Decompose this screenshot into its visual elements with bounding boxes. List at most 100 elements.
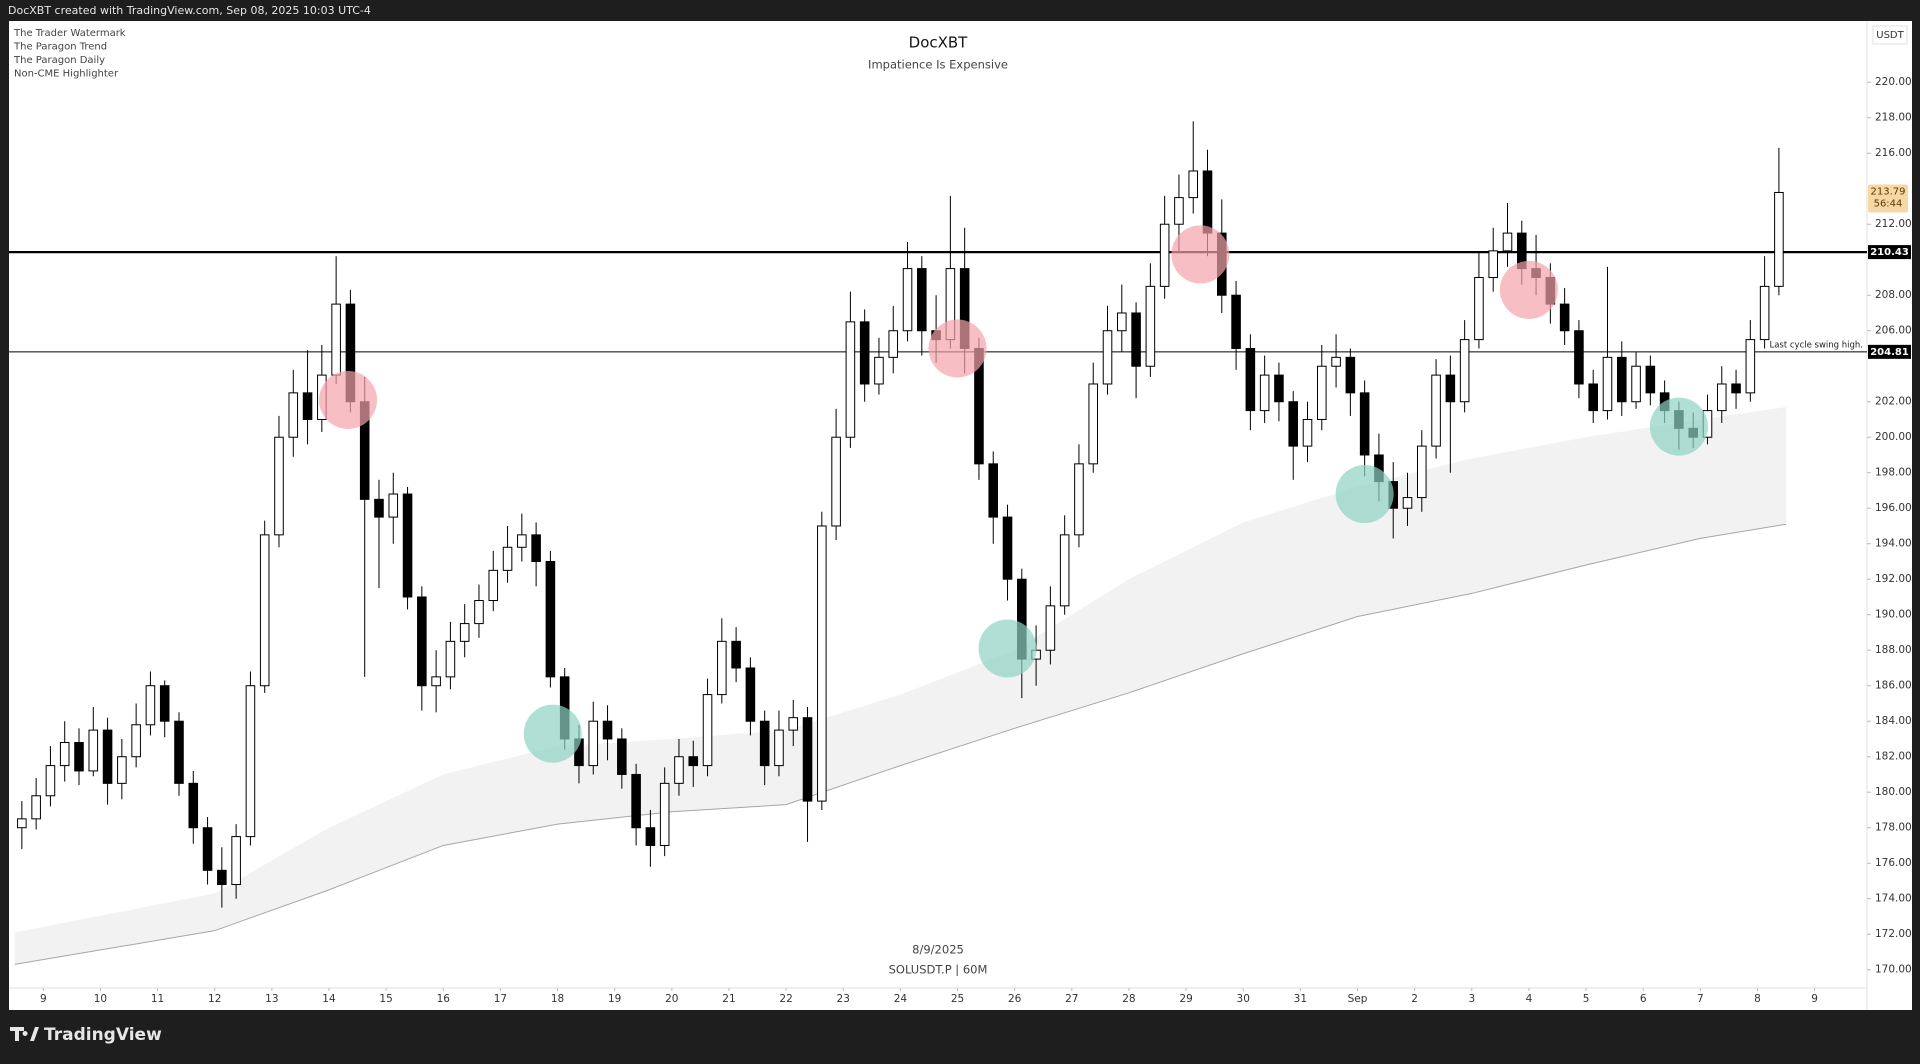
indicator-label: The Paragon Daily <box>13 55 105 66</box>
x-tick-label: 29 <box>1179 993 1192 1005</box>
highlight <box>1499 260 1558 319</box>
y-tick-label: 178.00 <box>1875 822 1912 834</box>
candle-body <box>117 756 127 784</box>
candle-body <box>1231 294 1241 349</box>
candle-body <box>888 330 899 358</box>
candle-body <box>274 436 284 536</box>
x-tick-label: 27 <box>1065 993 1078 1005</box>
candle-body <box>102 729 113 784</box>
x-tick-label: 12 <box>208 993 221 1005</box>
level-tag-label: 204.81 <box>1870 347 1909 358</box>
candle-body <box>1459 339 1470 403</box>
candle-body <box>1774 191 1784 287</box>
x-tick-label: 11 <box>151 993 164 1005</box>
x-tick-label: 13 <box>265 993 278 1005</box>
trend-band-lower <box>14 523 1787 965</box>
candle-body <box>1759 285 1770 341</box>
candle-body <box>502 546 513 571</box>
candle-body <box>759 720 770 767</box>
candle-body <box>845 321 856 438</box>
candle-body <box>1588 383 1598 412</box>
date-label: 8/9/2025 <box>912 943 964 957</box>
candle-body <box>88 729 99 772</box>
candle-body <box>802 717 813 802</box>
candle-body <box>402 493 413 598</box>
level-tag-label: 210.43 <box>1870 247 1909 258</box>
y-tick-label: 198.00 <box>1875 467 1912 479</box>
y-tick-label: 188.00 <box>1875 644 1912 656</box>
candle-body <box>59 742 70 767</box>
candle-body <box>1317 365 1327 420</box>
y-tick-label: 180.00 <box>1875 786 1912 798</box>
candle-body <box>374 498 384 518</box>
candle-body <box>1202 170 1213 234</box>
candle-body <box>1574 330 1584 385</box>
y-tick-label: 174.00 <box>1875 893 1912 905</box>
candle-body <box>1616 356 1627 403</box>
x-tick-label: 22 <box>779 993 792 1005</box>
y-unit: USDT <box>1876 30 1904 41</box>
candle-body <box>17 818 27 829</box>
indicator-label: The Trader Watermark <box>13 28 126 39</box>
candle-body <box>1102 330 1113 385</box>
candle-body <box>1559 303 1570 332</box>
candle-body <box>417 596 427 687</box>
x-tick-label: Sep <box>1348 993 1368 1005</box>
x-tick-label: 19 <box>608 993 621 1005</box>
indicator-label: Non-CME Highlighter <box>14 69 119 80</box>
x-tick-label: 15 <box>379 993 392 1005</box>
candle-body <box>1159 223 1170 287</box>
y-tick-label: 202.00 <box>1875 396 1912 408</box>
candle-body <box>1145 285 1156 367</box>
candle-body <box>1631 365 1641 403</box>
candle-body <box>717 640 727 696</box>
y-tick-label: 192.00 <box>1875 573 1912 585</box>
y-tick-label: 172.00 <box>1875 928 1912 940</box>
y-tick-label: 186.00 <box>1875 680 1912 692</box>
candle-body <box>1416 445 1427 499</box>
candle-body <box>1002 516 1013 580</box>
candle-body <box>1359 392 1370 456</box>
candle-body <box>1302 418 1313 447</box>
x-tick-label: 10 <box>94 993 107 1005</box>
candle-body <box>74 742 84 772</box>
x-tick-label: 17 <box>494 993 507 1005</box>
candle-body <box>645 827 656 846</box>
candle-body <box>1474 276 1484 341</box>
highlight <box>319 370 378 429</box>
candle-body <box>159 685 170 722</box>
indicator-label: The Paragon Trend <box>13 42 107 53</box>
y-tick-label: 216.00 <box>1875 147 1912 159</box>
x-tick-label: 16 <box>437 993 451 1005</box>
candle-body <box>531 534 541 562</box>
candle-body <box>602 720 613 740</box>
logo-shape <box>10 1027 39 1041</box>
y-tick-label: 196.00 <box>1875 502 1912 514</box>
candle-body <box>1174 197 1184 225</box>
symbol-label: SOLUSDT.P | 60M <box>889 963 988 977</box>
candle-body <box>445 640 456 678</box>
candle-body <box>859 321 870 385</box>
candle-body <box>288 392 299 438</box>
x-tick-label: 4 <box>1526 993 1533 1005</box>
x-tick-label: 14 <box>322 993 336 1005</box>
candle-body <box>545 560 556 678</box>
candle-body <box>217 869 227 886</box>
header: DocXBT created with TradingView.com, Sep… <box>8 4 371 17</box>
x-tick-label: 28 <box>1122 993 1135 1005</box>
candle-body <box>388 493 399 518</box>
candle-body <box>917 268 927 332</box>
candle-body <box>874 356 884 385</box>
candle-body <box>1288 401 1299 447</box>
candle-body <box>474 600 484 625</box>
candle-body <box>517 534 527 548</box>
x-tick-label: 7 <box>1697 993 1704 1005</box>
level-tag <box>1868 245 1911 260</box>
candle-body <box>1645 365 1656 394</box>
highlight <box>1171 225 1230 284</box>
y-tick-label: 190.00 <box>1875 609 1912 621</box>
level-note: Last cycle swing high. <box>1769 340 1863 350</box>
candle-body <box>31 795 41 820</box>
candle-body <box>1059 534 1070 607</box>
x-tick-label: 9 <box>1811 993 1818 1005</box>
